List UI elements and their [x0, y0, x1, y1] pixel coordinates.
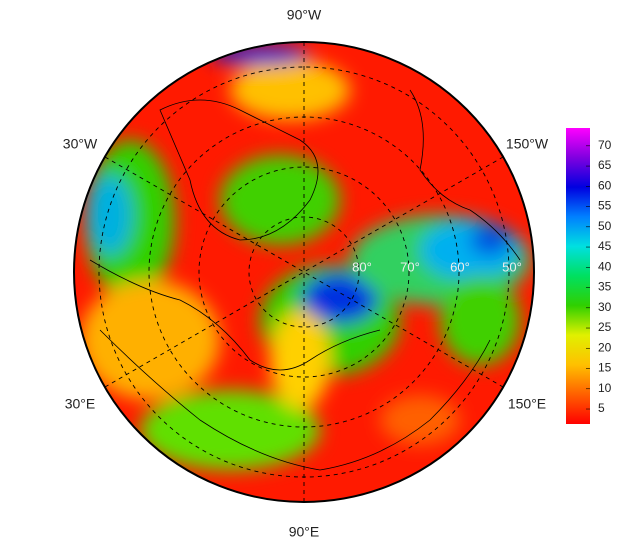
colorbar-ramp — [566, 128, 590, 424]
colorbar-tick-label: 55 — [598, 199, 612, 213]
colorbar-tick-label: 60 — [598, 178, 612, 192]
colorbar-tick-label: 25 — [598, 320, 612, 334]
latitude-label: 60° — [450, 259, 470, 274]
colorbar-tick-label: 70 — [598, 138, 612, 152]
map-border — [73, 41, 535, 503]
longitude-label: 150°E — [508, 396, 546, 412]
latitude-label: 70° — [400, 259, 420, 274]
longitude-label: 90°W — [287, 7, 322, 23]
colorbar-tick-label: 20 — [598, 340, 612, 354]
colorbar-tick-label: 65 — [598, 158, 612, 172]
colorbar-tick-label: 50 — [598, 219, 612, 233]
longitude-label: 90°E — [289, 524, 320, 540]
longitude-label: 150°W — [506, 136, 549, 152]
colorbar-tick-label: 5 — [598, 401, 605, 415]
longitude-label: 30°W — [63, 136, 98, 152]
colorbar-tick-label: 40 — [598, 259, 612, 273]
field — [74, 42, 534, 502]
colorbar-tick-label: 15 — [598, 361, 612, 375]
colorbar-tick-label: 30 — [598, 300, 612, 314]
colorbar-tick-label: 45 — [598, 239, 612, 253]
colorbar: 5 10 15 20 25 30 35 40 45 50 55 60 65 70 — [566, 128, 612, 424]
latitude-label: 80° — [352, 259, 372, 274]
colorbar-tick-label: 10 — [598, 381, 612, 395]
colorbar-tick-label: 35 — [598, 280, 612, 294]
latitude-label: 50° — [502, 259, 522, 274]
longitude-label: 30°E — [65, 396, 96, 412]
